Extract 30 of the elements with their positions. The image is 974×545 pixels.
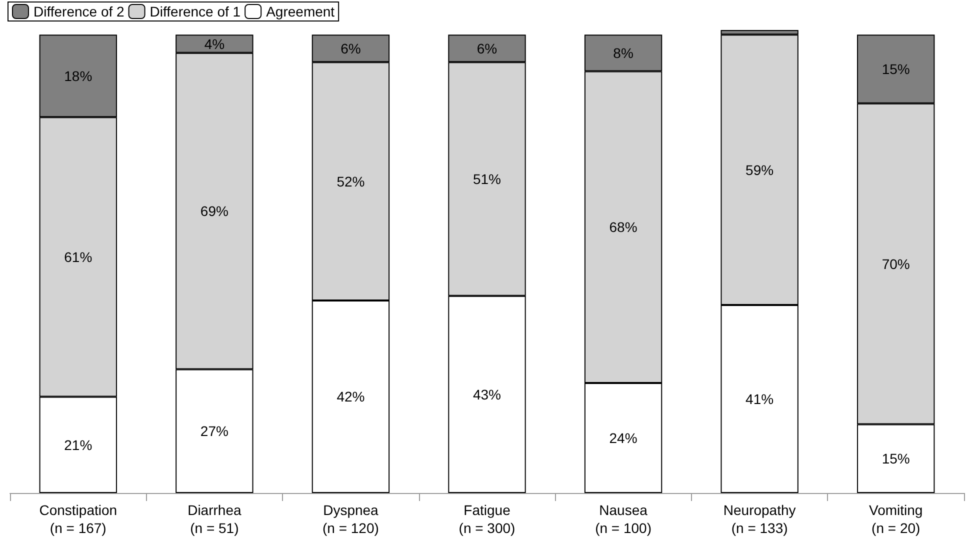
x-tick-label: Constipation (n = 167) bbox=[39, 502, 118, 536]
data-label: 6% bbox=[476, 40, 498, 56]
data-label: 15% bbox=[882, 60, 910, 77]
data-label: 42% bbox=[336, 388, 365, 405]
data-label: 21% bbox=[64, 436, 92, 453]
data-label: 69% bbox=[200, 203, 228, 220]
data-label: 24% bbox=[609, 430, 638, 446]
x-tick-label: Vomiting (n = 20) bbox=[869, 502, 923, 536]
legend-label: Difference of 2 bbox=[34, 4, 125, 20]
data-label: 15% bbox=[882, 450, 910, 467]
data-label: 4% bbox=[204, 36, 225, 52]
data-label: 43% bbox=[472, 386, 502, 402]
data-label: 52% bbox=[336, 173, 365, 190]
data-label: 8% bbox=[613, 44, 634, 61]
data-label: 6% bbox=[340, 40, 361, 56]
legend-label: Agreement bbox=[266, 4, 335, 20]
data-label: 68% bbox=[609, 219, 638, 236]
x-tick-label: Dyspnea (n = 120) bbox=[322, 502, 379, 536]
x-tick-label: Fatigue (n = 300) bbox=[458, 502, 516, 536]
data-label: 59% bbox=[746, 162, 774, 178]
data-label: 51% bbox=[472, 170, 502, 187]
data-label: 18% bbox=[64, 68, 92, 84]
legend-label: Difference of 1 bbox=[150, 4, 241, 20]
x-tick-label: Nausea (n = 100) bbox=[595, 502, 652, 536]
x-tick-label: Neuropathy (n = 133) bbox=[723, 502, 796, 536]
data-label: 61% bbox=[64, 248, 92, 265]
x-tick-label: Diarrhea (n = 51) bbox=[188, 502, 242, 536]
data-label: 70% bbox=[882, 256, 910, 272]
data-label: 41% bbox=[746, 391, 774, 408]
data-label: 27% bbox=[200, 423, 228, 440]
